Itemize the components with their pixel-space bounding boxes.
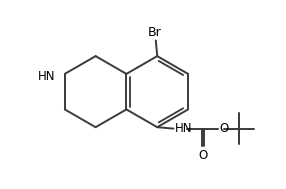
Text: O: O bbox=[219, 122, 229, 135]
Text: O: O bbox=[198, 149, 208, 162]
Text: HN: HN bbox=[38, 70, 56, 83]
Text: HN: HN bbox=[175, 122, 192, 135]
Text: Br: Br bbox=[148, 26, 161, 39]
